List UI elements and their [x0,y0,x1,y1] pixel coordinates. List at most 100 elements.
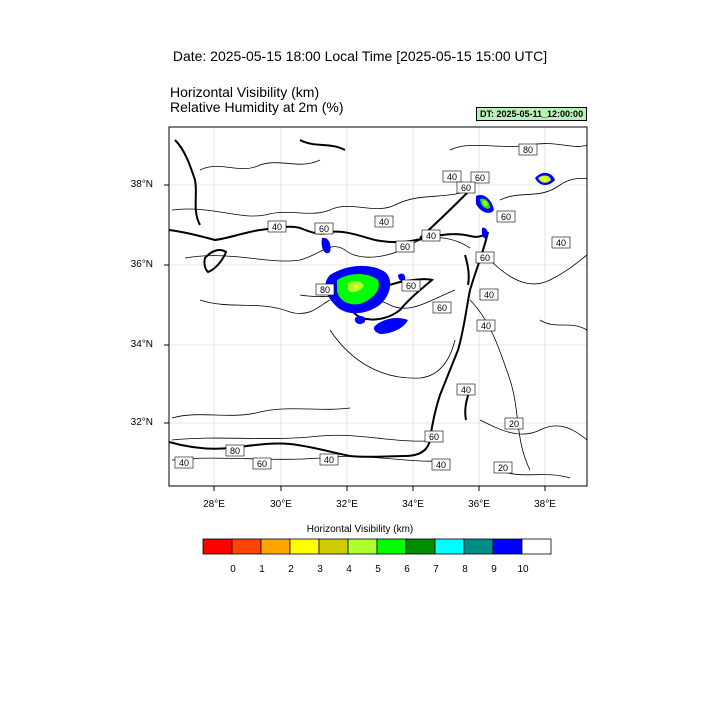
colorbar-swatch [231,538,262,555]
colorbar-tick-label: 9 [491,564,497,575]
visibility-shading [321,172,555,334]
fog-core-center [354,284,359,289]
axis-ticks [164,184,546,491]
map-frame [168,126,588,487]
colorbar-swatch [463,538,494,555]
svg-text:60: 60 [406,281,416,291]
svg-text:40: 40 [447,172,457,182]
contour-label: 60 [432,301,452,314]
lat-label-34n: 34°N [130,339,153,350]
contour-label: 60 [456,181,476,194]
lon-label-34e: 34°E [402,499,424,510]
svg-text:80: 80 [320,285,330,295]
colorbar-tick-label: 8 [462,564,468,575]
svg-text:40: 40 [436,460,446,470]
fog-patch-east [398,273,406,282]
colorbar-swatch [405,538,436,555]
contour-label: 40 [174,456,194,469]
contour-label: 40 [442,170,462,183]
svg-text:60: 60 [461,183,471,193]
colorbar-swatch [289,538,320,555]
colorbar-swatch [492,538,523,555]
lon-label-28e: 28°E [203,499,225,510]
contour-label: 60 [401,279,421,292]
fog-center-iskenderun [483,200,488,206]
svg-text:40: 40 [481,321,491,331]
variable-title-visibility: Horizontal Visibility (km) [170,84,320,100]
fog-patch-turkey-coast [321,237,331,254]
colorbar-swatch [434,538,465,555]
svg-text:60: 60 [501,212,511,222]
svg-text:40: 40 [426,231,436,241]
svg-text:60: 60 [429,432,439,442]
contour-label: 60 [475,251,495,264]
colorbar-swatch [376,538,407,555]
contour-label: 20 [493,461,513,474]
colorbar-tick-label: 2 [288,564,294,575]
svg-text:60: 60 [475,173,485,183]
svg-text:60: 60 [400,242,410,252]
colorbar-swatch [318,538,349,555]
contour-label: 40 [551,236,571,249]
lon-label-30e: 30°E [270,499,292,510]
svg-text:40: 40 [461,385,471,395]
colorbar-swatch [521,538,552,555]
svg-text:60: 60 [437,303,447,313]
variable-title-humidity: Relative Humidity at 2m (%) [170,99,344,115]
contour-labels: 80 40 60 40 60 40 60 40 60 80 40 40 60 4… [174,143,571,474]
contour-label: 60 [496,210,516,223]
init-time-badge: DT: 2025-05-11_12:00:00 [476,107,588,121]
svg-text:20: 20 [498,463,508,473]
lon-label-38e: 38°E [534,499,556,510]
svg-text:40: 40 [379,217,389,227]
lon-label-36e: 36°E [468,499,490,510]
colorbar-tick-label: 1 [259,564,265,575]
lat-label-36n: 36°N [130,259,153,270]
colorbar-swatch [202,538,233,555]
fog-area-cyprus-south [373,317,408,334]
colorbar-tick-label: 4 [346,564,352,575]
svg-text:20: 20 [509,419,519,429]
lat-label-32n: 32°N [130,417,153,428]
contour-label: 80 [518,143,538,156]
contour-label: 60 [314,222,334,235]
lat-label-38n: 38°N [130,179,153,190]
svg-text:40: 40 [324,455,334,465]
svg-text:80: 80 [523,145,533,155]
colorbar-swatch [347,538,378,555]
contour-label: 40 [267,220,287,233]
fog-patch-levant [481,227,488,239]
page-title: Date: 2025-05-15 18:00 Local Time [2025-… [172,48,548,64]
colorbar-tick-label: 3 [317,564,323,575]
contour-label: 60 [252,457,272,470]
contour-label: 40 [456,383,476,396]
contour-label: 60 [395,240,415,253]
humidity-contours [171,143,587,479]
map-content: 80 40 60 40 60 40 60 40 60 80 40 40 60 4… [169,127,587,486]
fog-patch-small [354,315,366,325]
contour-label: 40 [374,215,394,228]
svg-text:40: 40 [272,222,282,232]
colorbar-tick-label: 7 [433,564,439,575]
colorbar-tick-label: 5 [375,564,381,575]
lon-label-32e: 32°E [336,499,358,510]
colorbar-swatch [260,538,291,555]
svg-text:40: 40 [484,290,494,300]
colorbar-tick-label: 0 [230,564,236,575]
colorbar-tick-label: 10 [517,564,529,575]
fog-center-northeast [541,176,548,182]
svg-text:60: 60 [480,253,490,263]
contour-label: 40 [421,229,441,242]
svg-text:40: 40 [179,458,189,468]
colorbar-title: Horizontal Visibility (km) [306,524,414,535]
svg-text:60: 60 [257,459,267,469]
svg-text:40: 40 [556,238,566,248]
contour-label: 40 [479,288,499,301]
contour-label: 60 [470,171,490,184]
contour-label: 60 [424,430,444,443]
contour-label: 40 [476,319,496,332]
colorbar-tick-label: 6 [404,564,410,575]
contour-label: 80 [315,283,335,296]
